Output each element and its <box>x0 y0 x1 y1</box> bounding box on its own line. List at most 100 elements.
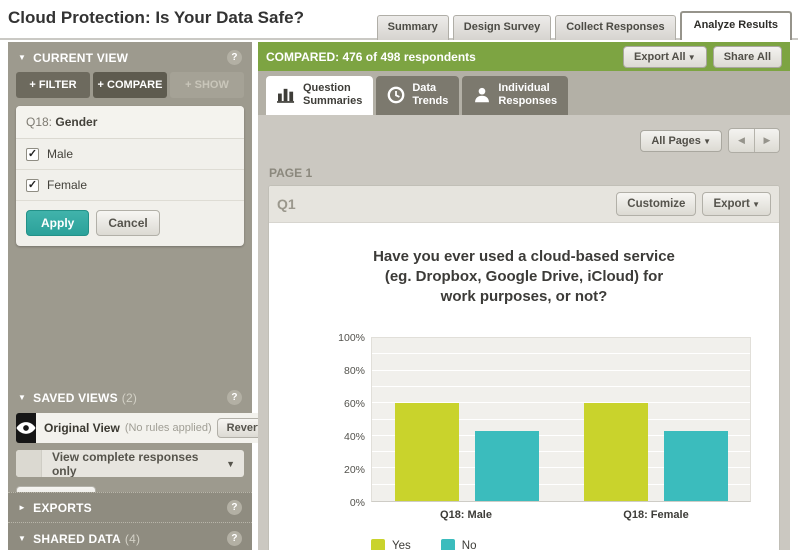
y-tick-label: 20% <box>343 464 365 476</box>
filter-button[interactable]: + FILTER <box>16 72 90 98</box>
help-icon[interactable] <box>227 50 242 65</box>
saved-view-dropdown-value: View complete responses only <box>51 450 199 477</box>
chart-title-line: work purposes, or not? <box>440 288 608 305</box>
compare-option-female: ✓ Female <box>16 170 244 201</box>
current-view-section-header[interactable]: ▼ CURRENT VIEW <box>8 42 252 72</box>
sidebar: ▼ CURRENT VIEW + FILTER + COMPARE + SHOW… <box>8 42 277 550</box>
legend-item-no: No <box>440 539 477 550</box>
export-button[interactable]: Export <box>702 192 771 216</box>
revert-button[interactable]: Revert <box>216 418 271 438</box>
compare-button[interactable]: + COMPARE <box>93 72 167 98</box>
question-card-header: Q1 Customize Export <box>269 186 779 223</box>
y-tick-label: 40% <box>343 431 365 443</box>
exports-section: ► EXPORTS <box>8 492 252 522</box>
dropdown-handle <box>16 450 42 477</box>
bar-yes-q18-male <box>394 403 459 501</box>
nav-tab-design-survey[interactable]: Design Survey <box>452 15 552 40</box>
compared-buttons: Export All Share All <box>623 45 782 68</box>
chart-legend: Yes No <box>371 539 476 550</box>
help-icon[interactable] <box>227 500 242 515</box>
question-card: Q1 Customize Export Have you ever used a… <box>268 185 780 550</box>
tab-individual-responses[interactable]: Individual Responses <box>462 75 569 115</box>
compared-text: COMPARED: 476 of 498 respondents <box>266 49 476 64</box>
cancel-button[interactable]: Cancel <box>96 210 160 236</box>
checkbox-female[interactable]: ✓ <box>26 178 39 192</box>
apply-button[interactable]: Apply <box>26 210 90 236</box>
show-button[interactable]: + SHOW <box>170 72 244 98</box>
chart-title-line: (eg. Dropbox, Google Drive, iCloud) for <box>384 268 664 285</box>
y-tick-label: 80% <box>343 365 365 377</box>
chart-title-line: Have you ever used a cloud-based service <box>373 248 675 265</box>
shared-data-section: ▼ SHARED DATA (4) <box>8 522 252 550</box>
y-axis-labels: 100% 80% 60% 40% 20% 0% <box>281 332 365 509</box>
shared-data-section-header[interactable]: ▼ SHARED DATA (4) <box>8 523 252 550</box>
tab-label: Question Summaries <box>303 81 363 107</box>
compare-option-male: ✓ Male <box>16 139 244 170</box>
shared-data-title: SHARED DATA <box>33 531 121 546</box>
survey-header: Cloud Protection: Is Your Data Safe? Sum… <box>0 0 798 40</box>
panel-actions: Apply Cancel <box>16 201 244 246</box>
analyze-view-tabs: Question Summaries Data Trends Individual Res… <box>258 71 790 115</box>
bar-chart: 100% 80% 60% 40% 20% 0% Q18: Male Q18: Female … <box>281 332 767 550</box>
bar-yes-q18-female <box>583 403 648 501</box>
checkbox-male[interactable]: ✓ <box>26 147 39 161</box>
clock-icon <box>387 86 405 104</box>
question-card-buttons: Customize Export <box>616 192 771 216</box>
bar-chart-icon <box>277 86 296 104</box>
bar-no-q18-male <box>474 430 539 501</box>
export-all-button[interactable]: Export All <box>623 45 707 68</box>
customize-button[interactable]: Customize <box>616 192 697 216</box>
next-page-icon[interactable]: ▶ <box>754 129 779 152</box>
triangle-down-icon: ▼ <box>18 53 27 62</box>
help-icon[interactable] <box>227 531 242 546</box>
original-view-note: (No rules applied) <box>124 422 212 434</box>
nav-tab-summary[interactable]: Summary <box>376 15 449 40</box>
gridline <box>372 483 750 485</box>
compare-options: ✓ Male ✓ Female <box>16 139 244 201</box>
bar-no-q18-female <box>663 430 728 501</box>
exports-title: EXPORTS <box>33 500 92 515</box>
shared-data-count: (4) <box>124 531 141 546</box>
original-view-row: Original View (No rules applied) Revert <box>16 413 277 443</box>
question-card-body: Have you ever used a cloud-based service… <box>269 223 779 550</box>
gridline <box>372 369 750 371</box>
help-icon[interactable] <box>227 390 242 405</box>
rule-buttons: + FILTER + COMPARE + SHOW <box>8 72 252 98</box>
saved-views-count: (2) <box>121 390 138 405</box>
tab-data-trends[interactable]: Data Trends <box>376 75 460 115</box>
tab-label: Data Trends <box>412 81 449 107</box>
x-axis-label-q18-female: Q18: Female <box>623 509 689 521</box>
gridline <box>372 467 750 469</box>
page-pager: ◀ ▶ <box>728 128 780 153</box>
chart-title: Have you ever used a cloud-based service… <box>281 247 767 307</box>
y-tick-label: 0% <box>349 497 365 509</box>
exports-section-header[interactable]: ► EXPORTS <box>8 493 252 522</box>
page-label: PAGE 1 <box>269 166 313 180</box>
compare-option-label: Male <box>47 147 74 161</box>
legend-swatch-yes <box>371 539 385 550</box>
legend-item-yes: Yes <box>371 539 411 550</box>
triangle-down-icon: ▼ <box>18 393 27 402</box>
person-icon <box>473 86 491 104</box>
question-name: Gender <box>55 115 98 129</box>
compared-status-bar: COMPARED: 476 of 498 respondents Export … <box>258 42 790 71</box>
y-tick-label: 60% <box>343 398 365 410</box>
tab-question-summaries[interactable]: Question Summaries <box>266 75 374 115</box>
share-all-button[interactable]: Share All <box>712 45 782 68</box>
gridline <box>372 385 750 387</box>
saved-views-section-header[interactable]: ▼ SAVED VIEWS (2) <box>8 382 252 412</box>
triangle-right-icon: ► <box>18 503 27 512</box>
nav-tab-analyze-results[interactable]: Analyze Results <box>679 11 792 40</box>
eye-icon <box>16 413 36 443</box>
results-content: All Pages ◀ ▶ PAGE 1 Q1 Customize Export… <box>258 115 790 550</box>
x-axis-labels: Q18: Male Q18: Female <box>371 509 751 521</box>
saved-views-section: ▼ SAVED VIEWS (2) Original View (No rule… <box>8 382 277 517</box>
saved-view-dropdown[interactable]: View complete responses only <box>16 450 244 477</box>
all-pages-dropdown[interactable]: All Pages <box>640 129 722 152</box>
legend-label: Yes <box>392 540 411 550</box>
y-tick-label: 100% <box>338 332 365 344</box>
nav-tab-collect-responses[interactable]: Collect Responses <box>555 15 676 40</box>
compare-rule-panel: Q18: Gender ✓ Male ✓ Female Apply Cancel <box>16 106 244 246</box>
legend-label: No <box>461 540 477 550</box>
previous-page-icon[interactable]: ◀ <box>729 129 754 152</box>
